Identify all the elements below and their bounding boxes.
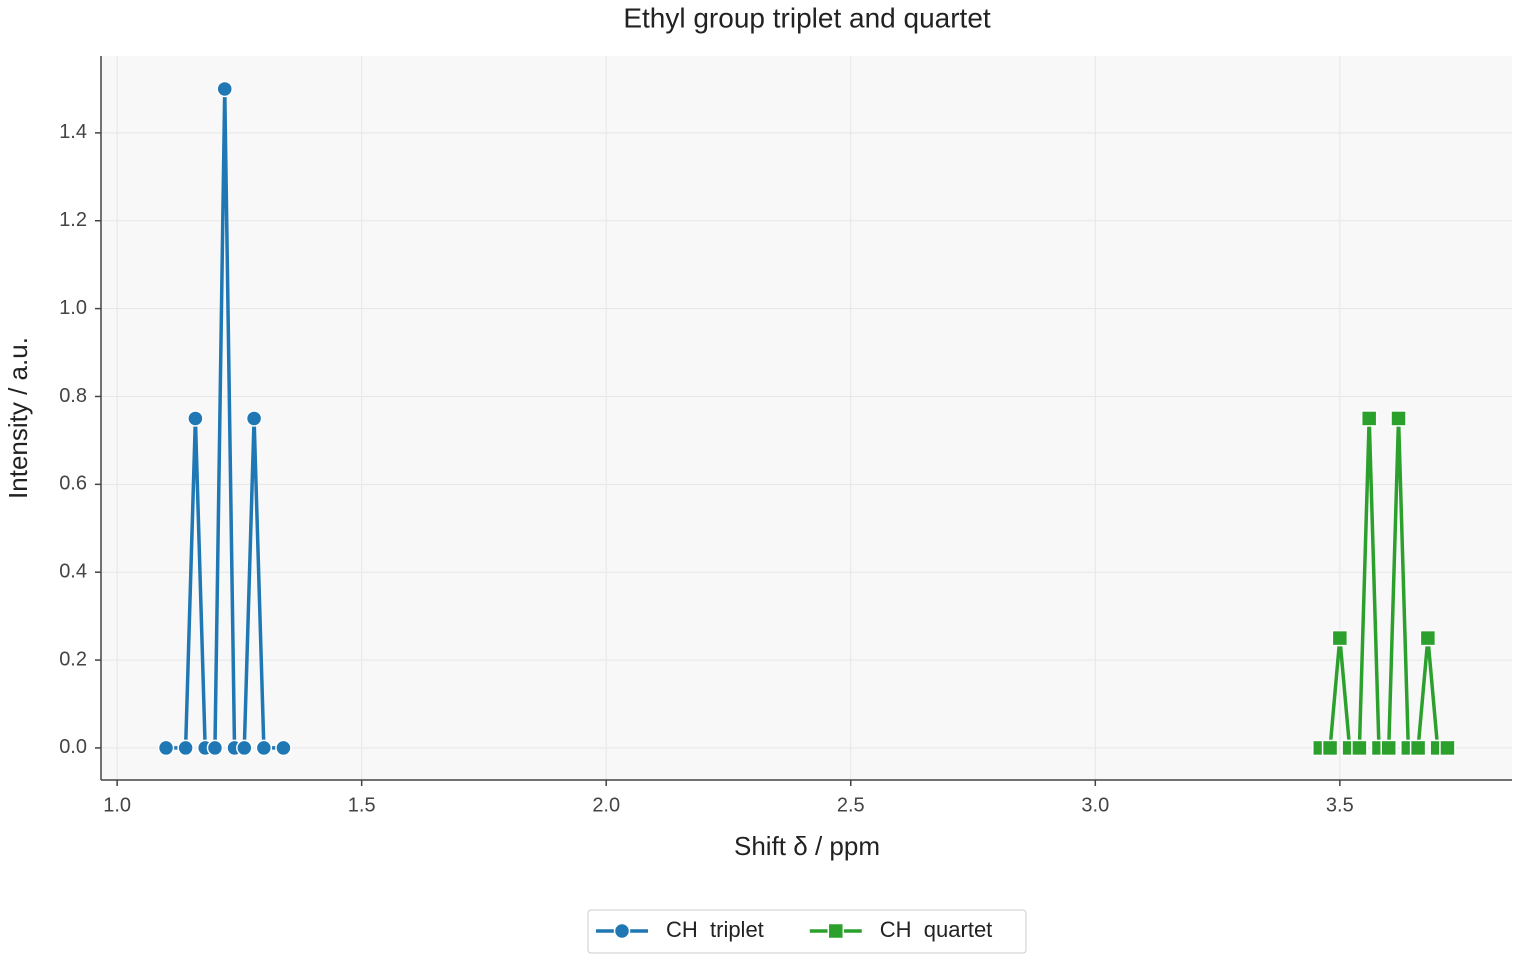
x-tick-label: 2.0: [592, 794, 620, 816]
marker: [187, 410, 204, 427]
marker: [1351, 739, 1368, 757]
plot-area: [101, 56, 1512, 780]
marker: [1419, 629, 1437, 647]
x-tick-label: 3.5: [1326, 794, 1354, 816]
marker: [1331, 629, 1349, 647]
legend-marker: [827, 922, 845, 940]
y-tick-label: 0.0: [59, 736, 87, 758]
marker: [1380, 739, 1398, 757]
legend: [587, 909, 1027, 954]
x-tick-label: 2.5: [837, 794, 865, 816]
legend-marker: [613, 922, 631, 940]
marker: [1360, 410, 1378, 427]
y-tick-label: 0.6: [59, 473, 87, 495]
chart-title: Ethyl group triplet and quartet: [623, 2, 991, 33]
y-tick-label: 1.2: [59, 209, 87, 231]
y-axis-label: Intensity / a.u.: [3, 337, 33, 499]
marker: [1409, 739, 1427, 757]
marker: [245, 410, 263, 427]
legend-label: CH quartet: [880, 917, 993, 942]
marker: [1439, 739, 1456, 757]
legend-label: CH triplet: [666, 917, 764, 942]
y-tick-label: 0.4: [59, 560, 87, 582]
x-tick-label: 1.0: [103, 794, 131, 816]
marker: [206, 739, 224, 757]
marker: [236, 739, 253, 757]
marker: [1390, 410, 1407, 427]
x-axis-label: Shift δ / ppm: [734, 831, 880, 861]
marker: [157, 739, 175, 757]
marker: [255, 739, 273, 757]
y-tick-label: 1.0: [59, 297, 87, 319]
y-tick-label: 0.2: [59, 648, 87, 670]
marker: [1321, 739, 1339, 757]
marker: [177, 739, 194, 757]
marker: [216, 80, 233, 98]
y-tick-label: 0.8: [59, 385, 87, 407]
x-tick-label: 1.5: [348, 794, 376, 816]
y-tick-label: 1.4: [59, 121, 87, 143]
marker: [275, 739, 292, 757]
x-tick-label: 3.0: [1081, 794, 1109, 816]
